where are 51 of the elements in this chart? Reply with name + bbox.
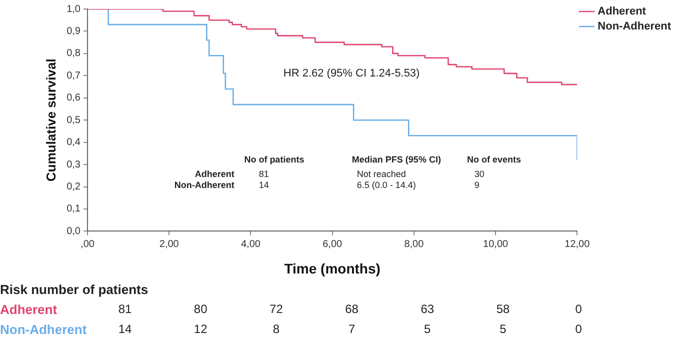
annotation: 6.5 (0.0 - 14.4) <box>356 180 416 190</box>
text: 8 <box>272 322 280 336</box>
y-tick-label: 0,3 <box>66 159 81 170</box>
annotation: 30 <box>474 169 484 180</box>
y-tick-label: 0,8 <box>66 48 81 60</box>
y-tick-label: 0,5 <box>66 114 81 126</box>
text: 72 <box>270 302 283 316</box>
text: 81 <box>118 302 132 316</box>
text: 0 <box>575 322 582 336</box>
x-tick-label: 10,00 <box>483 238 509 250</box>
text: 5 <box>424 322 431 336</box>
annotation: Non-Adherent <box>174 180 234 190</box>
annotation: No of events <box>467 154 522 165</box>
annotation: No of patients <box>244 154 304 165</box>
y-tick-label: 0,0 <box>66 226 81 237</box>
annotation: 9 <box>474 180 480 190</box>
text: Non-Adherent <box>0 322 87 337</box>
y-tick-label: 0,2 <box>66 182 81 193</box>
y-tick-label: 0,4 <box>66 137 81 148</box>
y-tick-label: 0,9 <box>66 26 81 37</box>
text: 0 <box>575 302 582 316</box>
x-tick-label: 6,00 <box>322 238 343 250</box>
text: 5 <box>500 322 506 336</box>
x-axis-title: Time (months) <box>284 260 380 276</box>
legend-label: Adherent <box>598 6 646 18</box>
annotation: 14 <box>258 180 269 190</box>
x-tick-label: 12,00 <box>564 238 590 250</box>
y-tick-label: 0,6 <box>66 92 81 104</box>
x-tick-label: 4,00 <box>240 238 261 250</box>
y-axis-title: Cumulative survival <box>43 58 58 182</box>
annotation: HR 2.62 (95% CI 1.24-5.53) <box>283 67 420 80</box>
annotation: Not reached <box>356 169 406 180</box>
x-tick-label: 8,00 <box>404 238 424 250</box>
text: 12 <box>194 322 208 336</box>
annotation: Adherent <box>194 169 234 180</box>
x-tick-label: ,00 <box>80 238 95 250</box>
text: 80 <box>194 302 208 316</box>
y-tick-label: 0,1 <box>66 204 81 215</box>
text: 7 <box>348 322 356 336</box>
text: 58 <box>496 302 510 316</box>
y-tick-label: 1,0 <box>66 4 81 15</box>
y-tick-label: 0,7 <box>66 70 81 82</box>
text: Risk number of patients <box>0 282 150 299</box>
text: 63 <box>420 302 434 316</box>
legend-label: Non-Adherent <box>598 20 672 33</box>
text: 68 <box>345 302 358 316</box>
annotation: 81 <box>258 169 269 180</box>
x-tick-label: 2,00 <box>159 238 180 250</box>
annotation: Median PFS (95% CI) <box>352 154 441 165</box>
text: 14 <box>118 322 132 336</box>
text: Adherent <box>0 302 58 317</box>
